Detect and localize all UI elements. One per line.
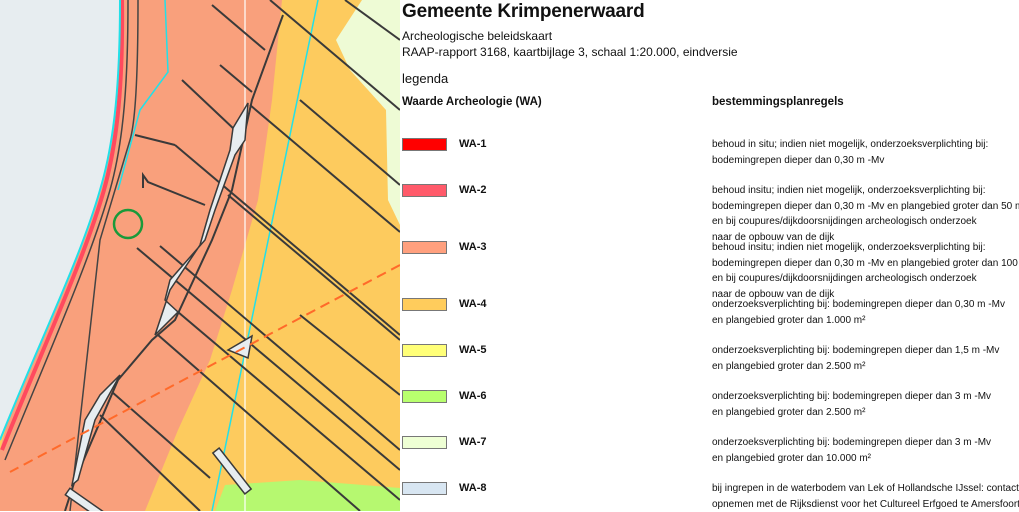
map-zone-wa6 (215, 480, 400, 511)
legend-rule-line: behoud insitu; indien niet mogelijk, ond… (712, 242, 986, 253)
legend-rule: onderzoeksverplichting bij: bodemingrepe… (712, 297, 1019, 328)
legend-swatch (402, 138, 447, 151)
legend-rule-line: bij ingrepen in de waterbodem van Lek of… (712, 483, 1019, 494)
legend-panel: Gemeente Krimpenerwaard Archeologische b… (400, 0, 1019, 511)
legend-rule: behoud insitu; indien niet mogelijk, ond… (712, 183, 1019, 245)
legend-swatch (402, 344, 447, 357)
legend-code: WA-6 (459, 390, 487, 402)
map-zone-wa3 (0, 0, 282, 511)
map-water-channels (64, 102, 254, 511)
legend-rule-line: bodemingrepen dieper dan 0,30 m -Mv en p… (712, 200, 1019, 212)
map-road-line (69, 0, 139, 511)
legend-rule-line: behoud in situ; indien niet mogelijk, on… (712, 139, 989, 150)
legend-rule-line: en plangebied groter dan 1.000 m² (712, 314, 866, 326)
legend-rule-line: en plangebied groter dan 2.500 m² (712, 360, 866, 372)
legend-code: WA-7 (459, 436, 487, 448)
legend-rule-line: opnemen met de Rijksdienst voor het Cult… (712, 498, 1019, 510)
legend-rule: onderzoeksverplichting bij: bodemingrepe… (712, 389, 1019, 420)
legend-rule-line: naar de opbouw van de dijk (712, 288, 835, 300)
legend-code: WA-8 (459, 482, 487, 494)
legend-swatch (402, 390, 447, 403)
map-cyan-boundary (0, 0, 121, 441)
legend-column-header-value: Waarde Archeologie (WA) (402, 96, 542, 108)
legend-rule: onderzoeksverplichting bij: bodemingrepe… (712, 435, 1019, 466)
report-reference: RAAP-rapport 3168, kaartbijlage 3, schaa… (402, 45, 738, 59)
legend-rule-line: behoud insitu; indien niet mogelijk, ond… (712, 185, 986, 196)
legend-rule-line: en bij coupures/dijkdoorsnijdingen arche… (712, 273, 977, 285)
legend-swatch (402, 298, 447, 311)
map-water (0, 0, 122, 440)
map-road-line (4, 0, 129, 461)
legend-rule-line: en plangebied groter dan 10.000 m² (712, 452, 872, 464)
legend-code: WA-4 (459, 298, 487, 310)
map-subtitle: Archeologische beleidskaart (402, 29, 553, 43)
legend-code: WA-1 (459, 138, 487, 150)
legend-rule-line: onderzoeksverplichting bij: bodemingrepe… (712, 391, 992, 402)
legend-swatch (402, 241, 447, 254)
legend-column-header-rules: bestemmingsplanregels (712, 96, 844, 108)
map-cyan-line (211, 0, 319, 511)
legend-rule: bij ingrepen in de waterbodem van Lek of… (712, 481, 1019, 512)
legend-rule: onderzoeksverplichting bij: bodemingrepe… (712, 343, 1019, 374)
legend-label: legenda (402, 71, 449, 86)
legend-rule-line: onderzoeksverplichting bij: bodemingrepe… (712, 299, 1005, 310)
legend-rule-line: naar de opbouw van de dijk (712, 231, 835, 243)
page-title: Gemeente Krimpenerwaard (402, 1, 645, 22)
location-marker-circle[interactable] (112, 208, 144, 240)
legend-swatch (402, 436, 447, 449)
map-dike-wa2 (0, 0, 125, 451)
legend-rule-line: en plangebied groter dan 2.500 m² (712, 406, 866, 418)
legend-swatch (402, 184, 447, 197)
legend-code: WA-3 (459, 241, 487, 253)
legend-swatch (402, 482, 447, 495)
legend-rule: behoud in situ; indien niet mogelijk, on… (712, 137, 1019, 168)
legend-code: WA-5 (459, 344, 487, 356)
legend-rule-line: bodemingrepen dieper dan 0,30 m -Mv en p… (712, 257, 1019, 269)
map-zone-wa7 (336, 0, 400, 225)
legend-rule-line: onderzoeksverplichting bij: bodemingrepe… (712, 345, 1000, 356)
archaeology-map[interactable] (0, 0, 400, 511)
legend-rule-line: bodemingrepen dieper dan 0,30 m -Mv (712, 154, 885, 166)
legend-rule: behoud insitu; indien niet mogelijk, ond… (712, 240, 1019, 302)
map-dashed-line (9, 264, 400, 473)
legend-rule-line: onderzoeksverplichting bij: bodemingrepe… (712, 437, 992, 448)
legend-rule-line: en bij coupures/dijkdoorsnijdingen arche… (712, 216, 977, 228)
legend-code: WA-2 (459, 184, 487, 196)
map-cyan-line (117, 0, 169, 191)
